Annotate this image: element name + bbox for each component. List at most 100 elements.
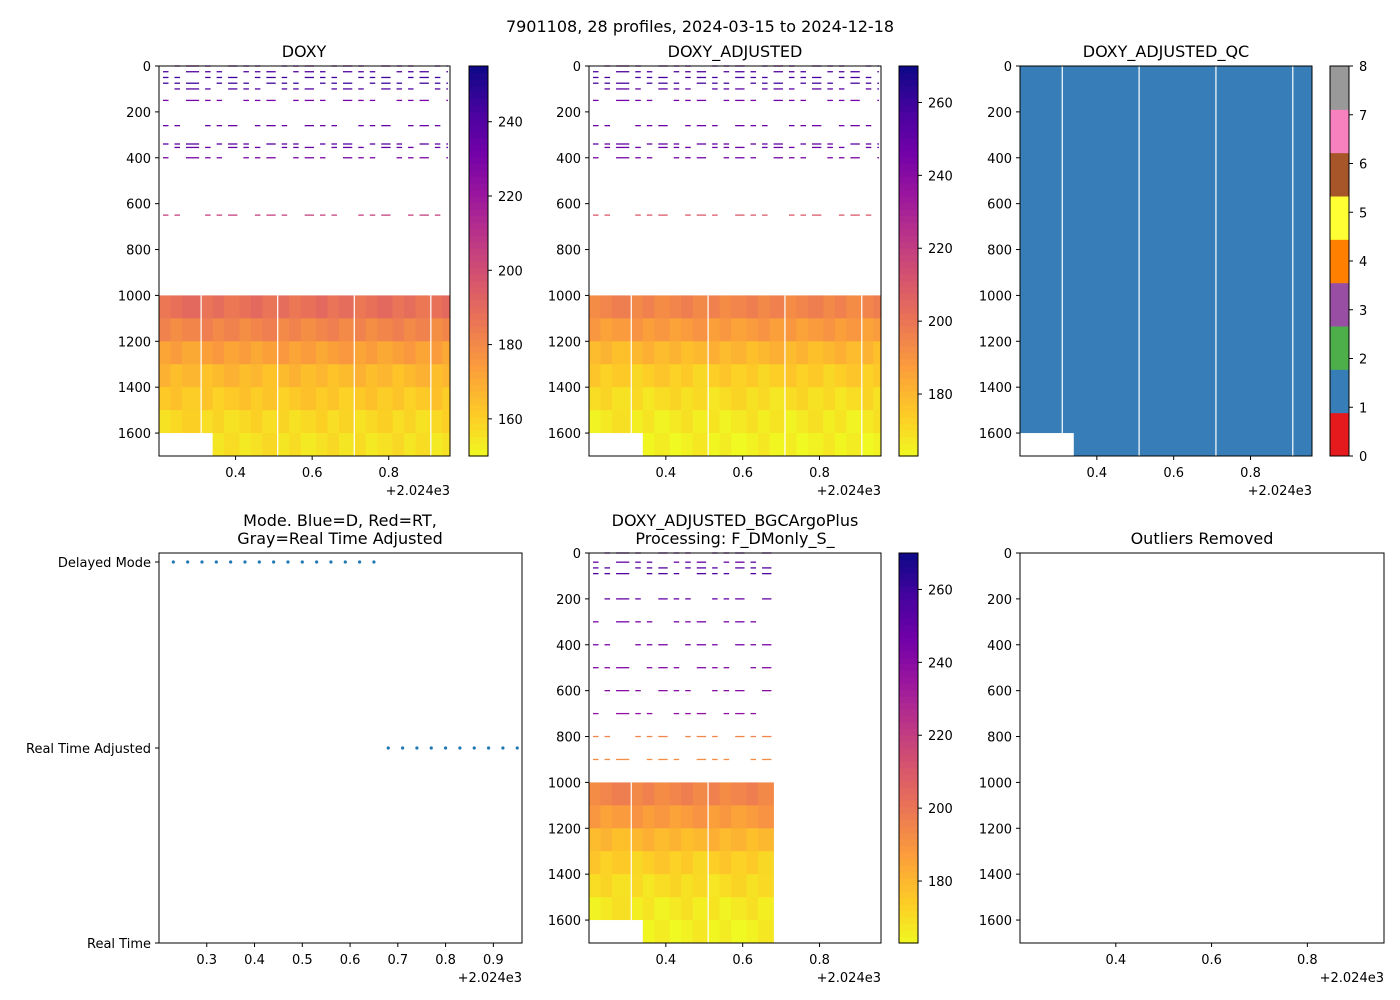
doxy_adj-xtick-label: 0.8 [809,466,830,481]
bgc-cell [746,920,759,944]
bgc-cell [692,874,709,898]
bgc-cell [731,897,748,921]
doxy_adj-colorbar-segment [899,436,918,444]
bgc-xtick-label: 0.8 [809,953,830,968]
doxy_adj-cell [758,433,771,457]
doxy_adj-cell [681,364,694,388]
doxy_adj-cell [589,341,602,365]
doxy-cell [327,318,340,342]
doxy_adj-colorbar-segment [899,163,918,171]
doxy_adj-colorbar-segment [899,365,918,373]
doxy_adj-cell [681,410,694,434]
doxy_adj-colorbar-segment [899,72,918,80]
doxy_adj-colorbar-segment [899,423,918,431]
doxy-cell [315,433,328,457]
doxy_adj-ytick-label: 400 [556,152,581,167]
doxy-cell [377,295,394,319]
doxy-colorbar-segment [469,215,488,223]
doxy_adj-cell [873,364,882,388]
doxy-cell [430,341,443,365]
bgc-cell [654,828,671,852]
doxy_adj-ytick-label: 1000 [548,289,581,304]
doxy-cell [224,410,240,434]
doxy_adj-cell [731,410,748,434]
bgc-colorbar-segment [899,930,918,938]
doxy_adj-cell [873,341,882,365]
outliers-scatter: 0 200 400 600 800 1000 1200 1400 1600 0.4 0.6 0.8 [979,547,1385,968]
doxy-cell [315,387,328,411]
doxy-cell [315,410,328,434]
doxy_adj-cell [873,433,882,457]
doxy-cell [277,433,290,457]
doxy_adj-cell [589,410,602,434]
bgc-cell [692,851,709,875]
mode-point [186,560,190,564]
doxy-adjusted-x-offset: +2.024e3 [817,484,881,499]
doxy_adj-cell [654,433,671,457]
bgc-colorbar-segment [899,826,918,834]
bgc-frame [588,552,882,944]
qc-fill [1020,66,1312,456]
doxy_adj-cell [823,364,836,388]
doxy-cell [250,387,263,411]
mode-point [343,560,347,564]
bgc-cell [719,828,732,852]
mode-point [257,560,261,564]
bgc-cell [731,805,748,829]
doxy-colorbar: 160 180 200 220 240 [468,65,523,457]
bgc-cell [642,805,655,829]
doxy-cell [262,341,279,365]
bgc-colorbar-segment [899,689,918,697]
doxy_adj-colorbar-label: 180 [928,388,953,403]
doxy-cell [224,433,240,457]
doxy-cell [442,364,451,388]
doxy-cell [159,387,171,411]
doxy_adj-cell [823,295,836,319]
doxy-cell [239,364,252,388]
bgc-colorbar-segment [899,722,918,730]
bgc-cell [589,782,602,806]
outliers-xtick-label: 0.6 [1201,953,1222,968]
bgc-colorbar-segment [899,904,918,912]
bgc-cell [692,782,709,806]
panel-doxy-adjusted: DOXY_ADJUSTED 0 200 400 600 800 1000 1200 1400 1… [548,42,953,499]
doxy-cell [415,433,432,457]
bgc-ytick-label: 1000 [548,776,581,791]
mode-xtick-label: 0.3 [196,953,217,968]
doxy_adj-cell [784,318,797,342]
doxy-cell [392,433,405,457]
doxy_adj-cell [708,433,721,457]
doxy-colorbar-segment [469,85,488,93]
doxy_adj-cell [758,341,771,365]
doxy-cell [377,318,394,342]
doxy-cell [201,387,214,411]
doxy_adj-cell [719,318,732,342]
bgc-colorbar-segment [899,839,918,847]
doxy-colorbar-segment [469,157,488,165]
bgc-cell [758,920,774,944]
doxy-cell [250,433,263,457]
doxy-cell [201,410,214,434]
bgc-colorbar-segment [899,754,918,762]
doxy_adj-colorbar-segment [899,293,918,301]
doxy_adj-cell [654,364,671,388]
bgc-colorbar-label: 260 [928,583,953,598]
doxy_adj-cell [758,318,771,342]
mode-point [415,746,419,750]
doxy-colorbar-segment [469,274,488,282]
doxy-colorbar-segment [469,196,488,204]
doxy_adj-cell [708,364,721,388]
doxy_qc-frame [1019,65,1313,457]
doxy_qc-ytick-label: 800 [987,244,1012,259]
qc-colorbar-segment [1330,196,1349,240]
doxy_adj-colorbar-segment [899,430,918,438]
doxy-colorbar-segment [469,287,488,295]
doxy-colorbar-segment [469,228,488,236]
doxy_adj-cell [600,364,613,388]
doxy-cell [181,364,202,388]
doxy_adj-cell [784,364,797,388]
doxy_adj-cell [808,295,824,319]
doxy-colorbar-segment [469,131,488,139]
doxy_adj-colorbar-segment [899,287,918,295]
doxy-colorbar-segment [469,92,488,100]
